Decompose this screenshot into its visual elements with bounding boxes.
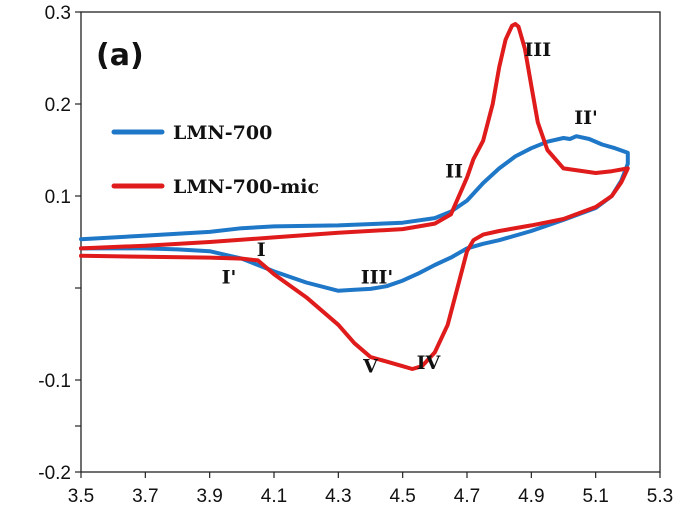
x-tick-label: 3.9	[196, 486, 222, 507]
x-tick-label: 4.5	[389, 486, 415, 507]
plot-area-frame	[80, 11, 661, 473]
series-line-lmn-700-mic	[79, 22, 630, 371]
x-tick-label: 4.3	[325, 486, 351, 507]
x-tick-label: 5.1	[582, 486, 608, 507]
peak-annotation: V	[362, 356, 379, 378]
legend-label: LMN-700	[173, 122, 272, 144]
x-tick-label: 4.7	[454, 486, 480, 507]
peak-annotation: I	[257, 239, 266, 261]
x-tick-label: 3.5	[68, 486, 94, 507]
y-tick-label: 0.1	[45, 187, 71, 208]
x-tick-label: 5.3	[647, 486, 673, 507]
y-tick-label: 0.3	[45, 3, 71, 24]
peak-annotation: IV	[417, 352, 442, 374]
panel-label: (a)	[96, 38, 144, 73]
peak-annotation: II	[445, 161, 463, 183]
y-tick-label: -0.2	[38, 463, 71, 484]
peak-annotation: III	[524, 39, 551, 61]
y-tick-label: -0.1	[38, 371, 71, 392]
peak-annotation: III'	[361, 266, 393, 288]
x-tick-label: 3.7	[132, 486, 158, 507]
x-tick-label: 4.1	[261, 486, 287, 507]
peak-annotation: II'	[574, 107, 598, 129]
legend-label: LMN-700-mic	[173, 176, 319, 198]
peak-annotation: I'	[222, 266, 237, 288]
x-tick-label: 4.9	[518, 486, 544, 507]
series-line-lmn-700	[79, 134, 630, 293]
y-tick-label: 0.2	[45, 95, 71, 116]
